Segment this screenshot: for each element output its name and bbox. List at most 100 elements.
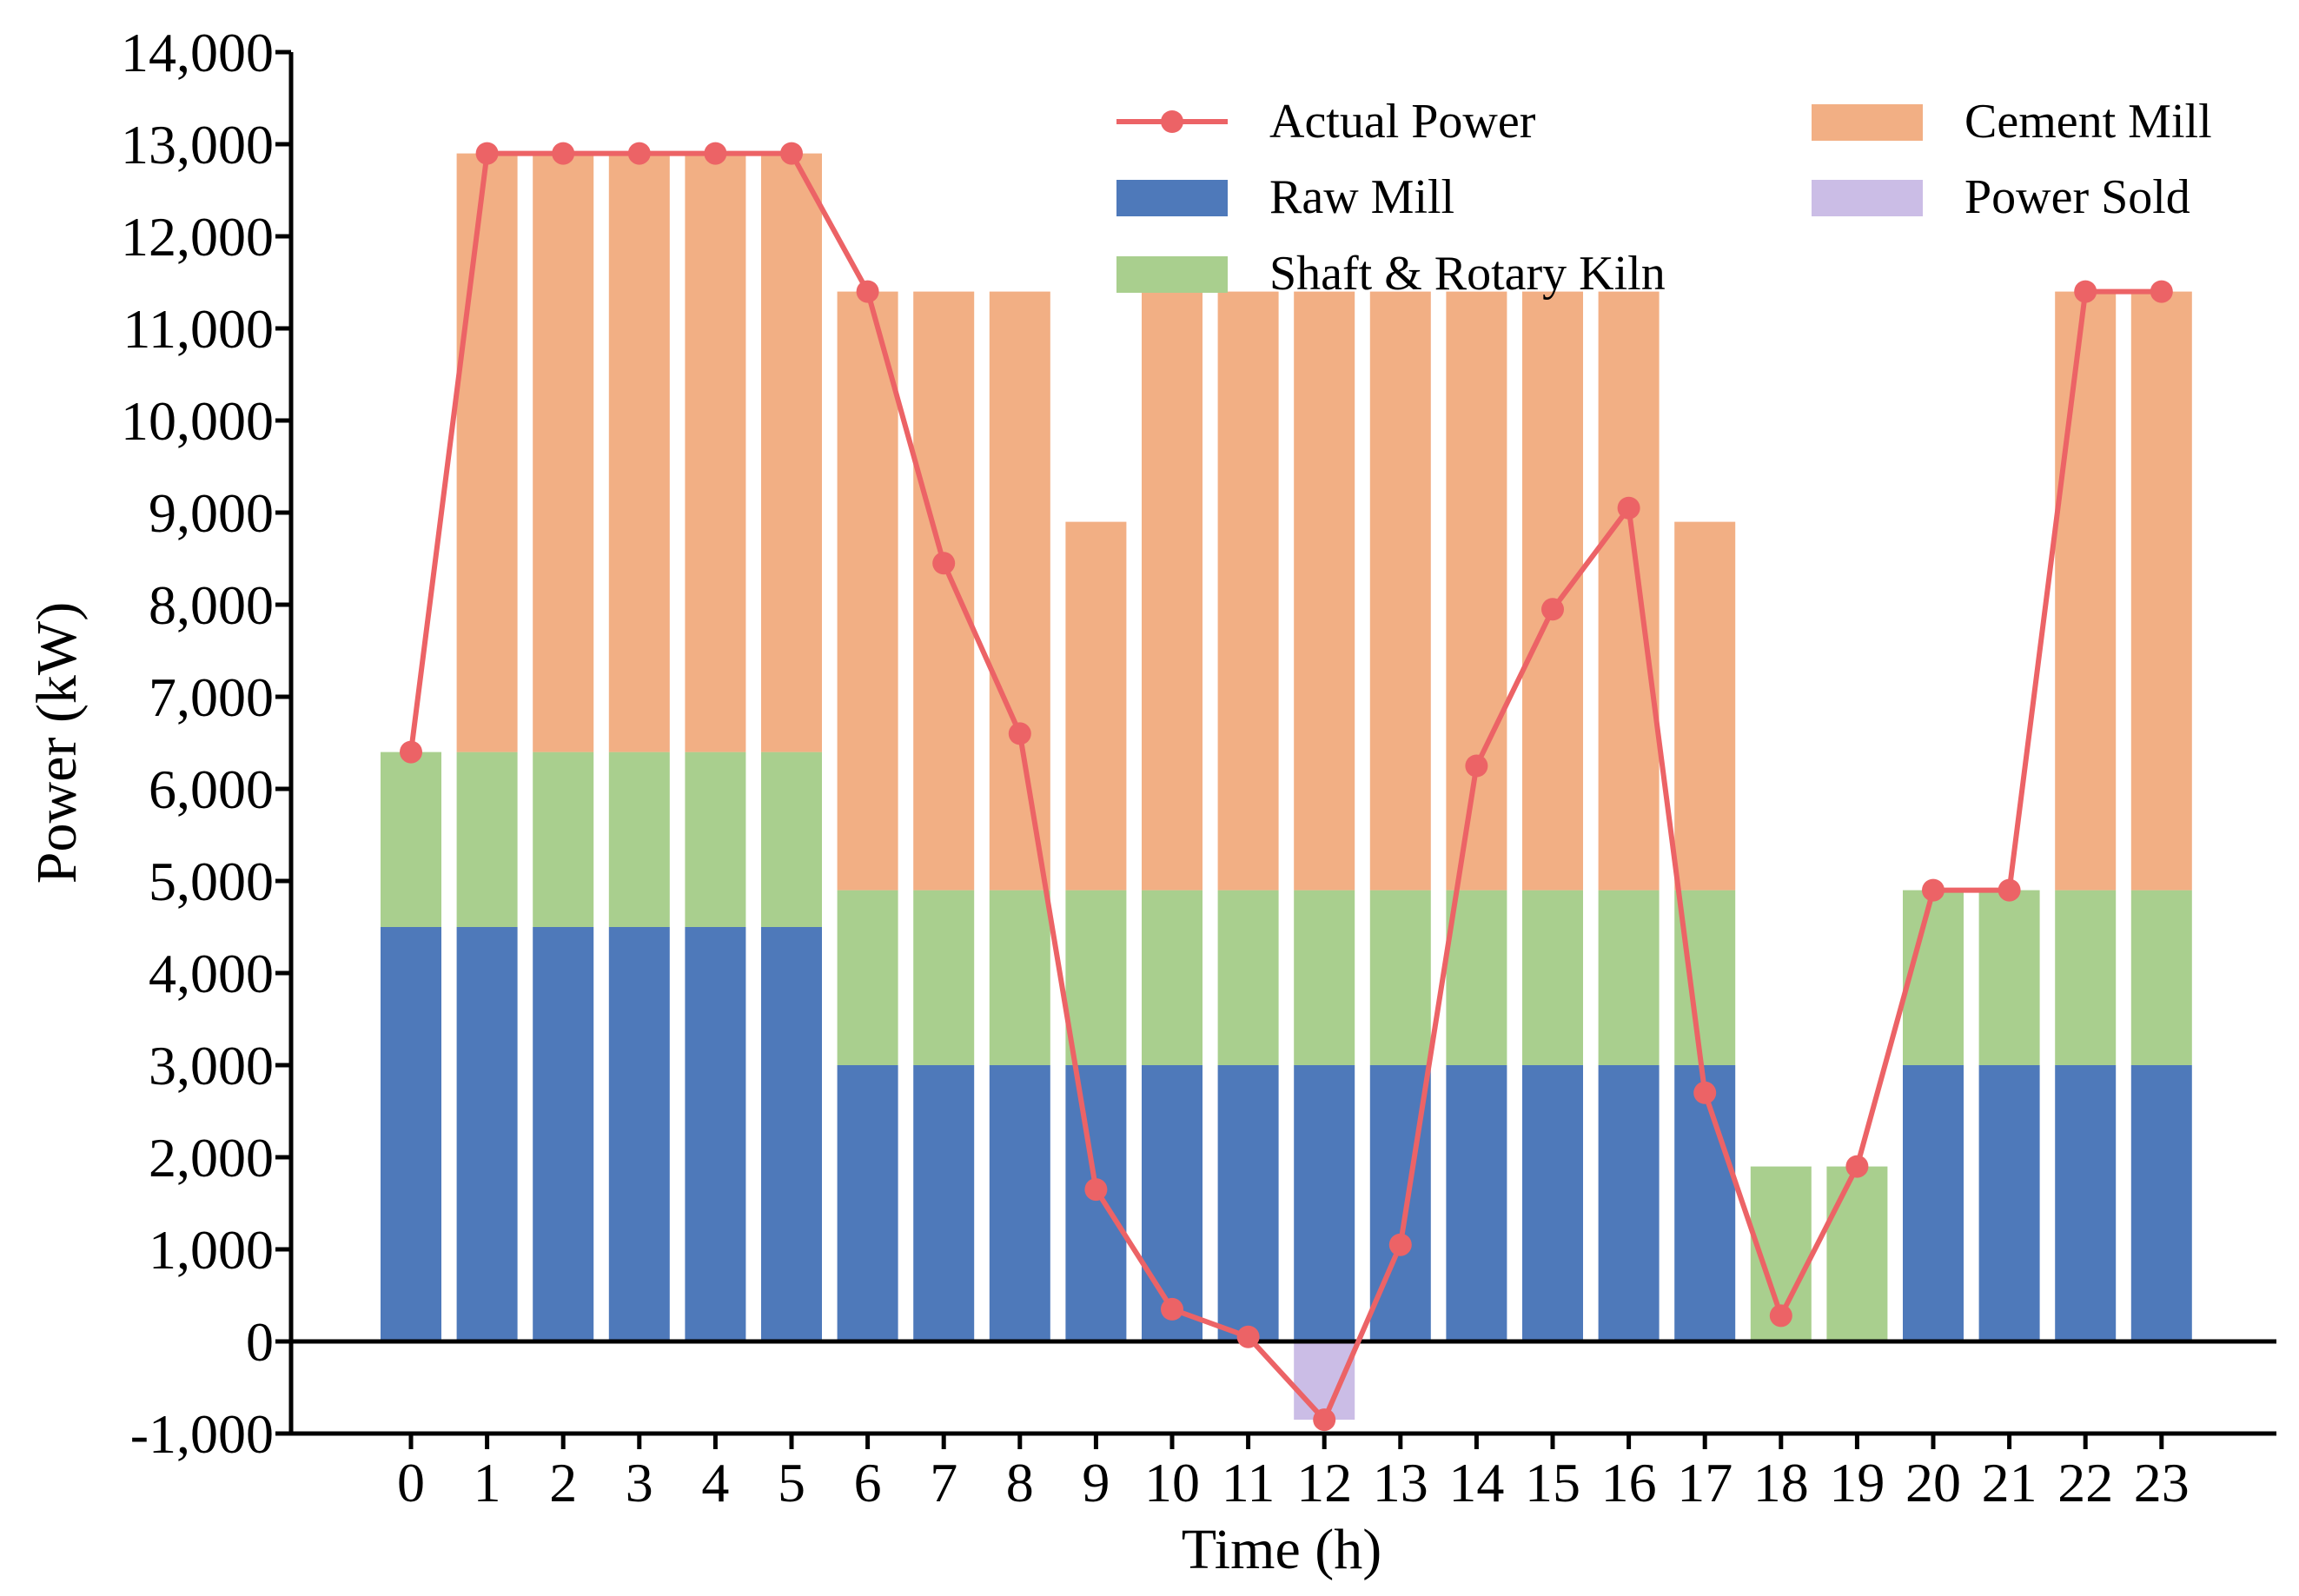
bar-shaft-and-rotary-kiln-14 xyxy=(1446,890,1507,1065)
bar-cement-mill-11 xyxy=(1217,291,1279,891)
actual-power-point-3 xyxy=(627,142,651,165)
x-tick-label: 1 xyxy=(474,1452,501,1513)
y-tick-label: 3,000 xyxy=(149,1035,274,1096)
bar-raw-mill-5 xyxy=(761,927,822,1341)
bar-shaft-and-rotary-kiln-16 xyxy=(1598,890,1660,1065)
x-tick-label: 15 xyxy=(1525,1452,1580,1513)
bar-shaft-and-rotary-kiln-8 xyxy=(989,890,1050,1065)
bar-shaft-and-rotary-kiln-15 xyxy=(1522,890,1583,1065)
x-tick-label: 3 xyxy=(626,1452,653,1513)
bar-cement-mill-15 xyxy=(1522,291,1583,891)
bar-cement-mill-7 xyxy=(913,291,975,891)
bar-shaft-and-rotary-kiln-20 xyxy=(1903,890,1964,1065)
actual-power-point-4 xyxy=(704,142,727,165)
bar-raw-mill-11 xyxy=(1217,1065,1279,1341)
actual-power-point-14 xyxy=(1465,754,1488,778)
x-tick-label: 17 xyxy=(1677,1452,1733,1513)
x-tick-label: 9 xyxy=(1082,1452,1110,1513)
x-tick-label: 20 xyxy=(1905,1452,1961,1513)
actual-power-point-19 xyxy=(1845,1155,1869,1178)
y-tick-label: -1,000 xyxy=(130,1403,274,1465)
legend-swatch-cement-mill xyxy=(1812,104,1923,141)
y-tick-label: 14,000 xyxy=(121,22,274,83)
bar-raw-mill-20 xyxy=(1903,1065,1964,1341)
x-tick-label: 19 xyxy=(1829,1452,1885,1513)
bar-shaft-and-rotary-kiln-23 xyxy=(2130,890,2192,1065)
legend-swatch-power-sold xyxy=(1812,180,1923,216)
legend-label-shaft-and-rotary-kiln: Shaft & Rotary Kiln xyxy=(1269,247,1666,301)
actual-power-point-6 xyxy=(856,280,879,303)
y-tick-label: 11,000 xyxy=(123,298,274,360)
actual-power-point-16 xyxy=(1617,496,1640,520)
x-tick-label: 2 xyxy=(549,1452,577,1513)
bar-raw-mill-1 xyxy=(456,927,518,1341)
actual-power-point-13 xyxy=(1388,1233,1412,1256)
bar-shaft-and-rotary-kiln-12 xyxy=(1294,890,1355,1065)
bar-shaft-and-rotary-kiln-22 xyxy=(2055,890,2117,1065)
y-tick-label: 4,000 xyxy=(149,943,274,1004)
actual-power-point-11 xyxy=(1236,1325,1260,1348)
y-axis-title: Power (kW) xyxy=(25,602,89,884)
actual-power-point-22 xyxy=(2074,280,2097,303)
bar-raw-mill-17 xyxy=(1674,1065,1736,1341)
legend-swatch-shaft-and-rotary-kiln xyxy=(1116,256,1228,293)
bar-cement-mill-10 xyxy=(1142,291,1203,891)
bar-raw-mill-14 xyxy=(1446,1065,1507,1341)
legend-label-actual-power: Actual Power xyxy=(1269,95,1536,149)
y-tick-label: 13,000 xyxy=(121,114,274,175)
bar-raw-mill-10 xyxy=(1142,1065,1203,1341)
actual-power-point-2 xyxy=(552,142,575,165)
y-tick-label: 2,000 xyxy=(149,1127,274,1189)
x-tick-label: 16 xyxy=(1601,1452,1657,1513)
bar-shaft-and-rotary-kiln-7 xyxy=(913,890,975,1065)
bar-raw-mill-3 xyxy=(608,927,670,1341)
y-tick-label: 8,000 xyxy=(149,574,274,636)
bar-cement-mill-6 xyxy=(837,291,898,891)
x-tick-label: 8 xyxy=(1006,1452,1034,1513)
bar-shaft-and-rotary-kiln-9 xyxy=(1065,890,1127,1065)
bar-raw-mill-9 xyxy=(1065,1065,1127,1341)
bar-raw-mill-22 xyxy=(2055,1065,2117,1341)
bar-cement-mill-3 xyxy=(608,153,670,752)
y-tick-label: 10,000 xyxy=(121,390,274,452)
bar-raw-mill-15 xyxy=(1522,1065,1583,1341)
x-tick-label: 14 xyxy=(1448,1452,1504,1513)
actual-power-point-9 xyxy=(1084,1178,1108,1202)
x-tick-label: 11 xyxy=(1222,1452,1275,1513)
bar-cement-mill-5 xyxy=(761,153,822,752)
x-tick-label: 21 xyxy=(1982,1452,2037,1513)
bar-cement-mill-1 xyxy=(456,153,518,752)
bar-raw-mill-7 xyxy=(913,1065,975,1341)
x-tick-label: 6 xyxy=(854,1452,882,1513)
bar-raw-mill-4 xyxy=(685,927,746,1341)
bar-raw-mill-16 xyxy=(1598,1065,1660,1341)
x-tick-label: 13 xyxy=(1373,1452,1428,1513)
x-axis-title: Time (h) xyxy=(1182,1518,1381,1581)
bar-cement-mill-23 xyxy=(2130,291,2192,891)
actual-power-point-8 xyxy=(1008,722,1031,745)
actual-power-point-5 xyxy=(780,142,803,165)
bar-raw-mill-2 xyxy=(533,927,594,1341)
actual-power-line-layer xyxy=(400,142,2173,1432)
actual-power-point-10 xyxy=(1161,1297,1183,1321)
bar-raw-mill-23 xyxy=(2130,1065,2192,1341)
bar-shaft-and-rotary-kiln-6 xyxy=(837,890,898,1065)
bar-raw-mill-21 xyxy=(1978,1065,2040,1341)
bar-power-sold-12 xyxy=(1294,1341,1355,1421)
bar-shaft-and-rotary-kiln-4 xyxy=(685,752,746,927)
x-tick-label: 5 xyxy=(778,1452,805,1513)
bar-shaft-and-rotary-kiln-3 xyxy=(608,752,670,927)
bar-cement-mill-4 xyxy=(685,153,746,752)
actual-power-point-17 xyxy=(1693,1081,1717,1104)
bar-shaft-and-rotary-kiln-2 xyxy=(533,752,594,927)
bar-cement-mill-9 xyxy=(1065,521,1127,891)
x-tick-label: 4 xyxy=(701,1452,729,1513)
bar-shaft-and-rotary-kiln-1 xyxy=(456,752,518,927)
x-tick-label: 0 xyxy=(397,1452,425,1513)
y-tick-label: 1,000 xyxy=(149,1219,274,1281)
y-tick-label: 7,000 xyxy=(149,666,274,728)
bar-raw-mill-12 xyxy=(1294,1065,1355,1341)
actual-power-line xyxy=(408,150,2162,1423)
bar-cement-mill-14 xyxy=(1446,291,1507,891)
